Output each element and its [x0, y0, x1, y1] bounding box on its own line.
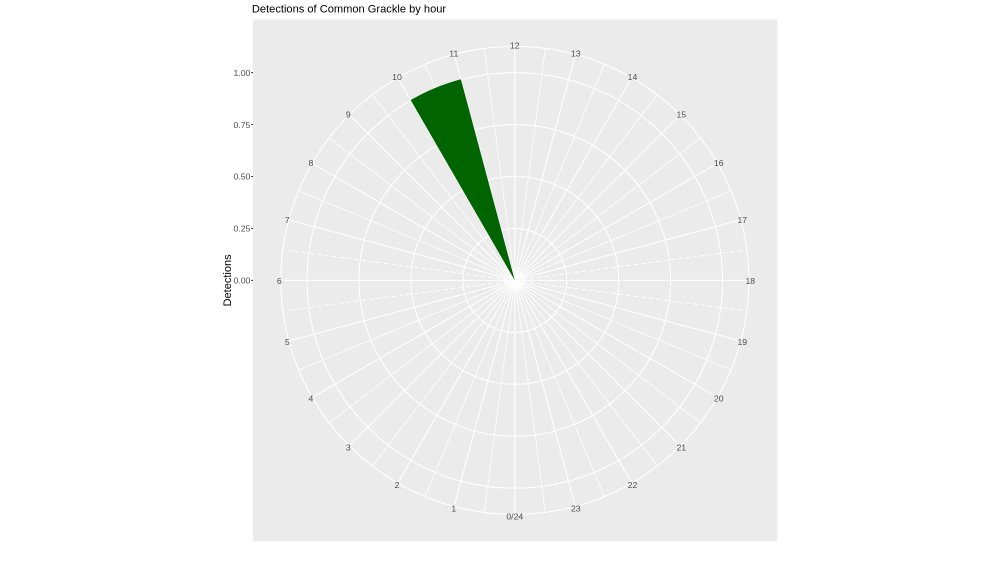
- svg-text:0.75: 0.75: [233, 120, 250, 130]
- svg-text:21: 21: [676, 443, 686, 453]
- svg-text:10: 10: [392, 72, 402, 82]
- svg-text:Detections of Common Grackle b: Detections of Common Grackle by hour: [252, 4, 447, 16]
- svg-text:5: 5: [285, 337, 290, 347]
- svg-text:16: 16: [714, 158, 724, 168]
- svg-text:0.25: 0.25: [233, 224, 250, 234]
- svg-text:0.00: 0.00: [233, 276, 250, 286]
- svg-text:6: 6: [277, 276, 282, 286]
- svg-text:17: 17: [737, 215, 747, 225]
- svg-text:3: 3: [346, 443, 351, 453]
- svg-text:20: 20: [714, 394, 724, 404]
- svg-text:18: 18: [745, 276, 755, 286]
- svg-text:1.00: 1.00: [233, 68, 250, 78]
- svg-text:22: 22: [628, 480, 638, 490]
- svg-text:7: 7: [285, 215, 290, 225]
- svg-text:1: 1: [451, 504, 456, 514]
- svg-text:15: 15: [676, 110, 686, 120]
- svg-text:0/24: 0/24: [506, 512, 523, 522]
- svg-text:4: 4: [308, 394, 313, 404]
- svg-text:13: 13: [571, 49, 581, 59]
- svg-text:9: 9: [346, 110, 351, 120]
- svg-text:14: 14: [628, 72, 638, 82]
- svg-text:Detections: Detections: [222, 254, 234, 306]
- svg-text:19: 19: [737, 337, 747, 347]
- svg-text:12: 12: [510, 41, 520, 51]
- svg-text:2: 2: [395, 480, 400, 490]
- svg-text:23: 23: [571, 504, 581, 514]
- svg-text:0.50: 0.50: [233, 172, 250, 182]
- svg-text:11: 11: [449, 49, 458, 59]
- svg-text:8: 8: [308, 158, 313, 168]
